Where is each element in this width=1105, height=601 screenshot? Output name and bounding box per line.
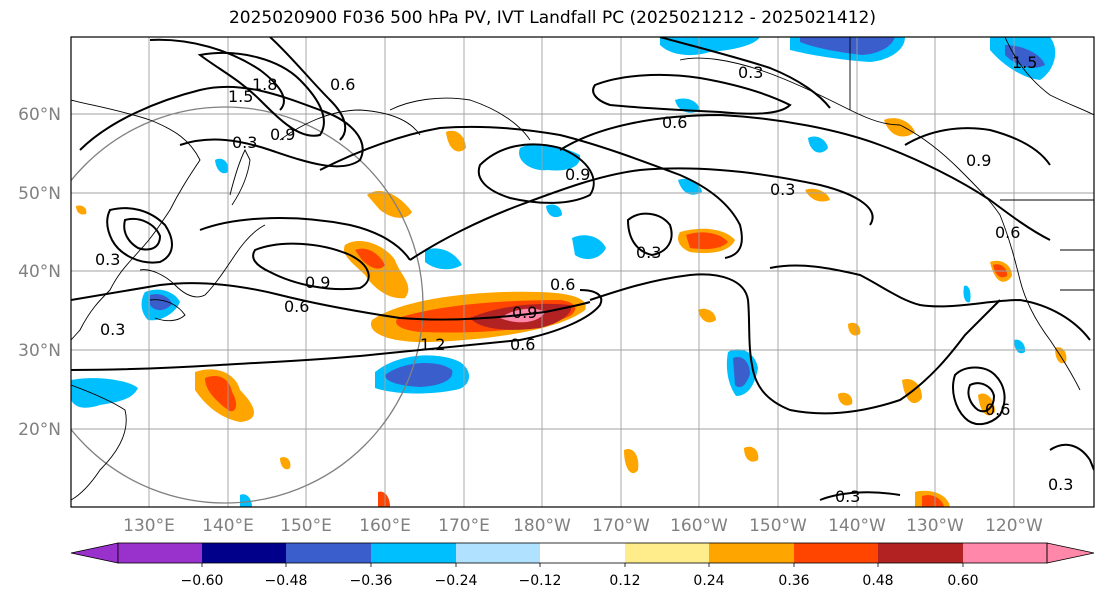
contour-label: 0.9: [270, 125, 295, 144]
contour-label: 1.2: [420, 335, 445, 354]
coastlines: [71, 37, 1094, 501]
colorbar-tick-label: −0.36: [350, 573, 393, 589]
contour-labels: 1.8 1.5 0.6 0.3 0.9 0.6 0.3 0.9 0.6 0.3 …: [95, 53, 1073, 506]
colorbar-segment: [540, 543, 625, 563]
colorbar-segment: [286, 543, 371, 563]
contour-label: 0.3: [636, 243, 661, 262]
colorbar-segment: [456, 543, 540, 563]
colorbar-tick-label: −0.12: [519, 573, 562, 589]
colorbar-segment: [202, 543, 286, 563]
contour-label: 0.6: [284, 297, 309, 316]
colorbar-tick-label: −0.48: [265, 573, 308, 589]
contour-label: 0.6: [985, 400, 1010, 419]
lon-label: 140°W: [828, 516, 886, 536]
lon-label: 140°E: [202, 516, 254, 536]
contour-label: 0.3: [100, 320, 125, 339]
colorbar-segment: [709, 543, 794, 563]
colorbar-tick-label: 0.12: [609, 573, 640, 589]
colorbar-segment: [878, 543, 963, 563]
shaded-fields: [71, 37, 1067, 507]
lat-label: 30°N: [18, 341, 61, 361]
colorbar-tick-label: 0.48: [862, 573, 893, 589]
lon-label: 170°E: [438, 516, 490, 536]
contour-label: 1.5: [228, 87, 253, 106]
lon-label: 150°E: [280, 516, 332, 536]
pv-contours: [71, 37, 1094, 501]
colorbar-tick-label: −0.24: [435, 573, 478, 589]
contour-label: 1.8: [252, 75, 277, 94]
lon-label: 180°W: [513, 516, 571, 536]
contour-label: 0.6: [550, 275, 575, 294]
colorbar-segment: [118, 543, 202, 563]
contour-label: 0.6: [995, 223, 1020, 242]
lat-label: 20°N: [18, 420, 61, 440]
colorbar: −0.60 −0.48 −0.36 −0.24 −0.12 0.12 0.24 …: [70, 542, 1095, 589]
lon-label: 130°E: [123, 516, 175, 536]
lon-label: 160°W: [670, 516, 728, 536]
lon-label: 150°W: [749, 516, 807, 536]
lon-label: 120°W: [985, 516, 1043, 536]
contour-label: 0.9: [512, 303, 537, 322]
lat-label: 40°N: [18, 262, 61, 282]
contour-label: 0.3: [1048, 475, 1073, 494]
contour-label: 0.6: [662, 113, 687, 132]
contour-label: 0.9: [966, 151, 991, 170]
contour-label: 0.9: [565, 165, 590, 184]
lat-label: 50°N: [18, 184, 61, 204]
contour-label: 0.3: [835, 487, 860, 506]
graticule: [71, 37, 1094, 507]
lon-label: 130°W: [906, 516, 964, 536]
longitude-labels: 130°E 140°E 150°E 160°E 170°E 180°W 170°…: [123, 516, 1043, 536]
colorbar-tick-label: 0.24: [693, 573, 724, 589]
contour-label: 1.5: [1012, 53, 1037, 72]
contour-label: 0.3: [95, 250, 120, 269]
contour-label: 0.9: [305, 273, 330, 292]
contour-label: 0.3: [232, 133, 257, 152]
contour-label: 0.6: [330, 75, 355, 94]
colorbar-tick-label: 0.36: [778, 573, 809, 589]
colorbar-tick-label: 0.60: [947, 573, 978, 589]
colorbar-segment: [371, 543, 456, 563]
lon-label: 160°E: [359, 516, 411, 536]
contour-label: 0.6: [510, 335, 535, 354]
colorbar-extend-right: [1046, 542, 1095, 564]
colorbar-extend-left: [70, 542, 119, 564]
colorbar-segment: [625, 543, 709, 563]
region-circle: [71, 106, 424, 504]
map-border: [70, 36, 1095, 508]
map-title: 2025020900 F036 500 hPa PV, IVT Landfall…: [228, 8, 876, 28]
contour-label: 0.3: [738, 63, 763, 82]
contour-label: 0.3: [770, 180, 795, 199]
lat-label: 60°N: [18, 105, 61, 125]
colorbar-segment: [963, 543, 1047, 563]
latitude-labels: 60°N 50°N 40°N 30°N 20°N: [18, 105, 61, 440]
colorbar-tick-label: −0.60: [181, 573, 224, 589]
lon-label: 170°W: [592, 516, 650, 536]
colorbar-segment: [794, 543, 878, 563]
